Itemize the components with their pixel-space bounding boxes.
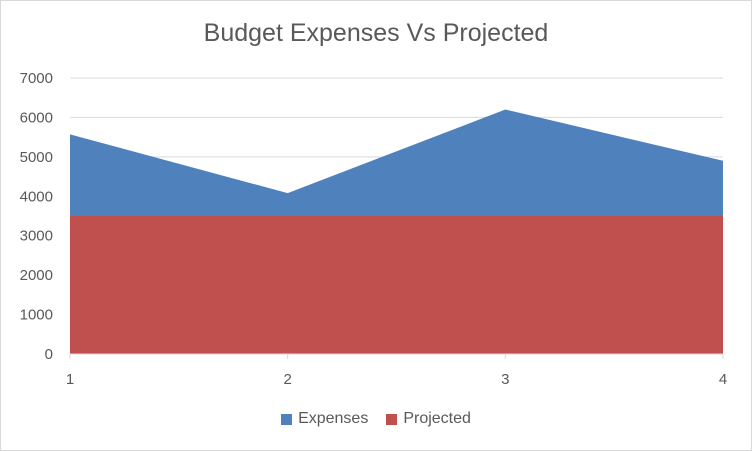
x-tick-label-1: 1 (66, 371, 74, 388)
area-projected (70, 216, 723, 354)
y-tick-label-1000: 1000 (20, 307, 53, 324)
y-tick-label-2000: 2000 (20, 267, 53, 284)
y-tick-label-0: 0 (45, 346, 53, 363)
x-tick-label-3: 3 (501, 371, 509, 388)
x-tick-label-2: 2 (283, 371, 291, 388)
y-tick-label-6000: 6000 (20, 109, 53, 126)
legend-label-projected: Projected (403, 410, 471, 427)
legend-item-expenses: Expenses (281, 410, 368, 428)
legend: Expenses Projected (1, 410, 751, 428)
chart-title: Budget Expenses Vs Projected (203, 19, 549, 47)
y-tick-label-3000: 3000 (20, 228, 53, 245)
y-tick-label-4000: 4000 (20, 188, 53, 205)
x-tick-label-4: 4 (719, 371, 727, 388)
legend-swatch-projected (386, 413, 398, 425)
legend-label-expenses: Expenses (298, 410, 369, 427)
legend-item-projected: Projected (386, 410, 471, 428)
legend-swatch-expenses (281, 413, 293, 425)
y-tick-label-7000: 7000 (20, 70, 53, 87)
y-tick-label-5000: 5000 (20, 149, 53, 166)
